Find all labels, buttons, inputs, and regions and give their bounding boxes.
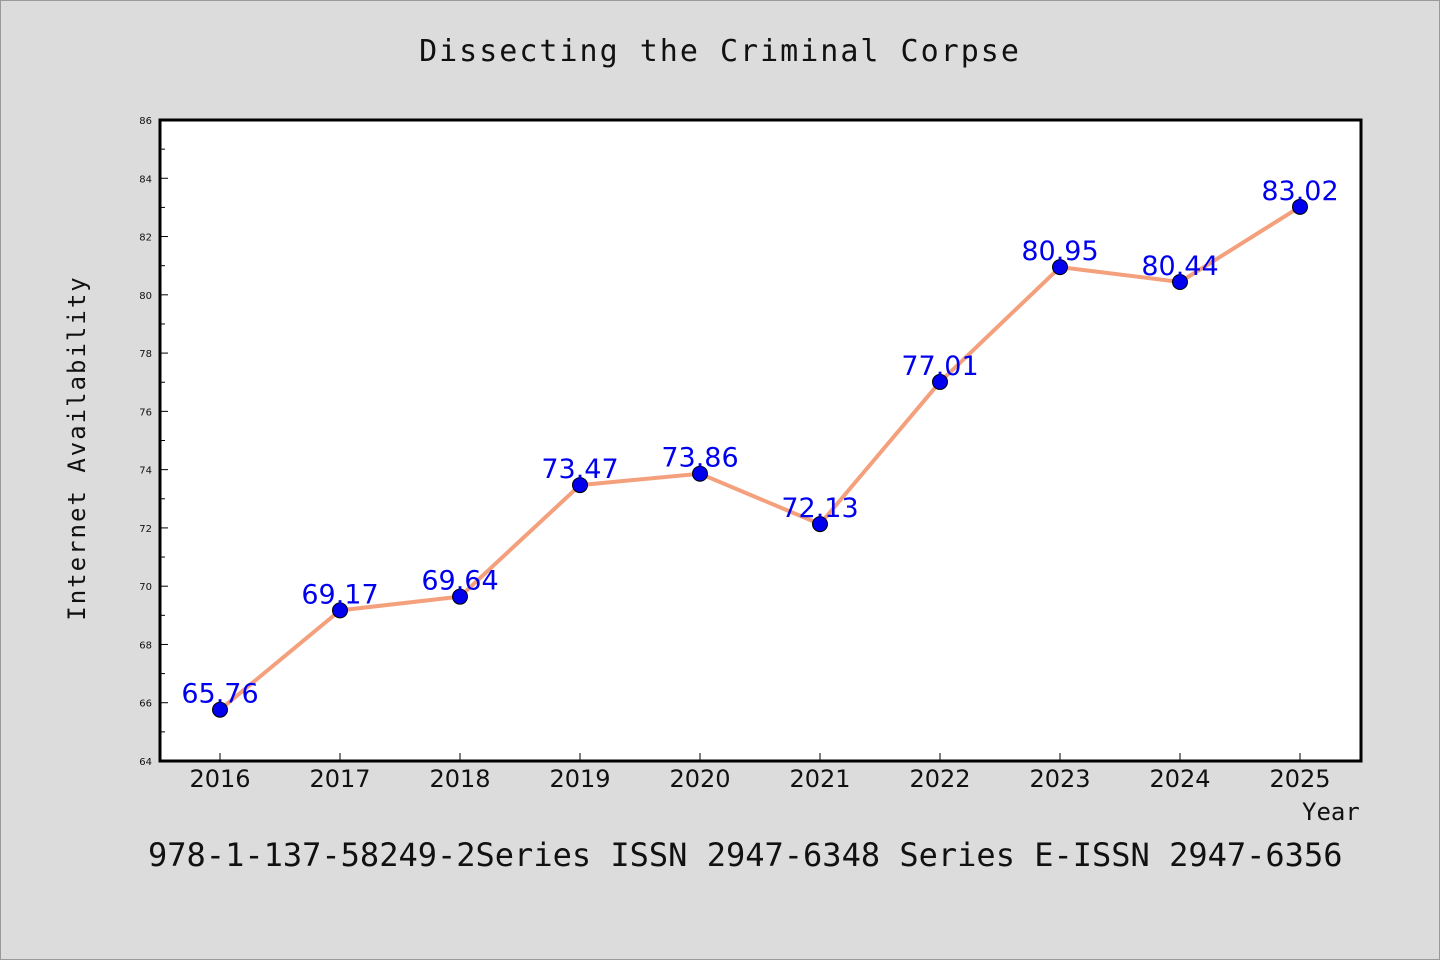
x-tick-label: 2023 (1029, 765, 1090, 793)
data-label: 69.17 (301, 579, 378, 610)
plot-area (158, 118, 1363, 763)
data-point (932, 373, 948, 390)
x-tick-label: 2017 (309, 765, 370, 793)
data-point (812, 516, 828, 533)
data-point (692, 465, 708, 482)
data-label: 83.02 (1261, 176, 1338, 207)
footer-isbn-issn: 978-1-137-58249-2Series ISSN 2947-6348 S… (148, 836, 1343, 874)
data-label: 80.44 (1141, 251, 1218, 282)
series-line (218, 204, 1302, 712)
data-label: 69.64 (421, 566, 498, 597)
data-label: 80.95 (1021, 236, 1098, 267)
data-label: 73.47 (541, 454, 618, 485)
data-point (452, 588, 468, 605)
data-point (1172, 273, 1188, 290)
y-tick-label: 68 (139, 640, 152, 651)
data-label: 73.86 (661, 443, 738, 474)
y-tick-label: 80 (139, 291, 152, 302)
data-point (572, 477, 588, 494)
y-tick-label: 70 (139, 582, 152, 593)
y-axis: 64 66 68 70 72 74 76 78 80 82 84 86 (139, 116, 168, 768)
y-tick-label: 86 (139, 116, 152, 127)
data-point (212, 701, 228, 718)
y-tick-label: 82 (139, 233, 152, 244)
data-label: 65.76 (181, 679, 258, 710)
y-tick-label: 64 (139, 757, 152, 768)
x-tick-label: 2022 (909, 765, 970, 793)
x-axis: 2016 2017 2018 2019 2020 2021 2022 2023 2024 2025 (189, 753, 1331, 793)
x-tick-label: 2018 (429, 765, 490, 793)
data-labels: 65.76 69.17 69.64 73.47 73.86 72.13 77.01 80.95… (181, 176, 1338, 710)
y-tick-label: 72 (139, 524, 152, 535)
data-point (1052, 259, 1068, 276)
x-tick-label: 2024 (1149, 765, 1210, 793)
y-tick-label: 74 (139, 466, 152, 477)
x-axis-label: Year (1302, 798, 1360, 826)
y-axis-label: Internet Availability (63, 275, 91, 621)
y-tick-label: 84 (139, 174, 152, 185)
x-tick-label: 2019 (549, 765, 610, 793)
x-tick-label: 2025 (1269, 765, 1330, 793)
data-point (1292, 198, 1308, 215)
y-tick-label: 76 (139, 407, 152, 418)
data-label: 77.01 (901, 351, 978, 382)
chart-title: Dissecting the Criminal Corpse (419, 34, 1021, 69)
x-tick-label: 2021 (789, 765, 850, 793)
data-series (212, 198, 1308, 718)
x-tick-label: 2016 (189, 765, 250, 793)
y-tick-label: 66 (139, 699, 152, 710)
x-tick-label: 2020 (669, 765, 730, 793)
y-tick-label: 78 (139, 349, 152, 360)
data-point (332, 602, 348, 619)
data-label: 72.13 (781, 493, 858, 524)
